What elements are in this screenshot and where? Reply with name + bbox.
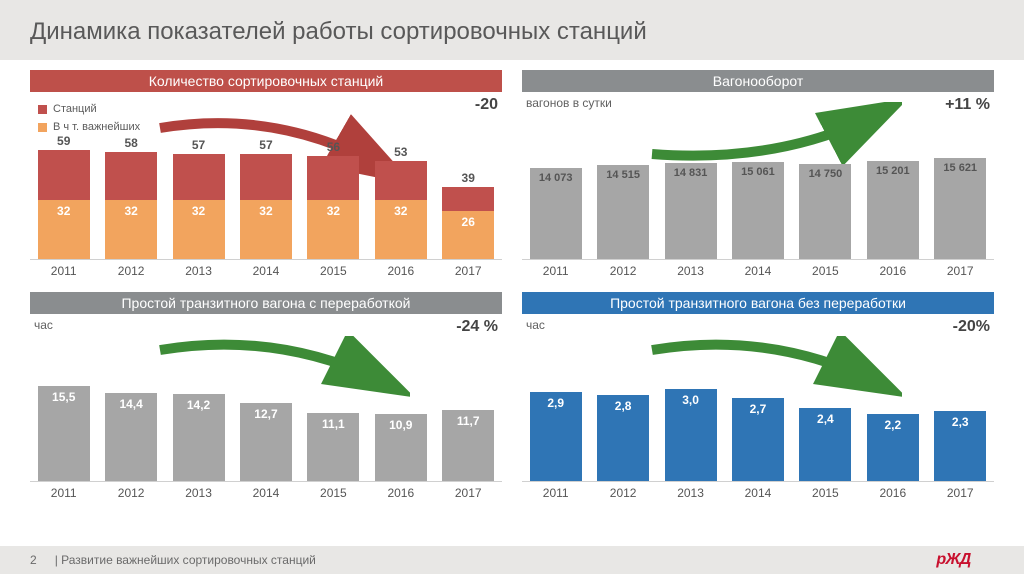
chart-stations: 5932583257325732563253323926 bbox=[30, 120, 502, 260]
x-axis: 2011201220132014201520162017 bbox=[30, 264, 502, 278]
page-number: 2 bbox=[30, 553, 37, 567]
panel-transit-without: Простой транзитного вагона без переработ… bbox=[522, 292, 994, 500]
panel-stations-header: Количество сортировочных станций bbox=[30, 70, 502, 92]
x-axis: 2011201220132014201520162017 bbox=[522, 264, 994, 278]
chart-transit-without: 2,92,83,02,72,42,22,3 bbox=[522, 342, 994, 482]
unit-label: час bbox=[526, 318, 545, 332]
unit-label: час bbox=[34, 318, 53, 332]
slide-title: Динамика показателей работы сортировочны… bbox=[30, 18, 994, 46]
unit-label: вагонов в сутки bbox=[526, 96, 612, 110]
panel-stations: Количество сортировочных станций Станций… bbox=[30, 70, 502, 278]
legend-label: Станций bbox=[53, 103, 97, 115]
x-axis: 2011201220132014201520162017 bbox=[30, 486, 502, 500]
rzd-logo-icon: pЖД bbox=[936, 548, 1010, 570]
panel-transit-with-header: Простой транзитного вагона с переработко… bbox=[30, 292, 502, 314]
svg-text:pЖД: pЖД bbox=[936, 550, 972, 568]
kpi-transit-without: -20% bbox=[953, 318, 990, 336]
footer-text: | Развитие важнейших сортировочных станц… bbox=[55, 553, 316, 567]
chart-transit-with: 15,514,414,212,711,110,911,7 bbox=[30, 342, 502, 482]
kpi-turnover: +11 % bbox=[945, 96, 990, 114]
panel-transit-with: Простой транзитного вагона с переработко… bbox=[30, 292, 502, 500]
panel-turnover-header: Вагонооборот bbox=[522, 70, 994, 92]
footer: 2 | Развитие важнейших сортировочных ста… bbox=[0, 546, 1024, 574]
panel-turnover: Вагонооборот вагонов в сутки +11 % 14 07… bbox=[522, 70, 994, 278]
chart-turnover: 14 07314 51514 83115 06114 75015 20115 6… bbox=[522, 120, 994, 260]
x-axis: 2011201220132014201520162017 bbox=[522, 486, 994, 500]
kpi-stations: -20 bbox=[475, 96, 498, 114]
kpi-transit-with: -24 % bbox=[456, 318, 498, 336]
title-bar: Динамика показателей работы сортировочны… bbox=[0, 0, 1024, 60]
charts-grid: Количество сортировочных станций Станций… bbox=[0, 60, 1024, 500]
panel-transit-without-header: Простой транзитного вагона без переработ… bbox=[522, 292, 994, 314]
